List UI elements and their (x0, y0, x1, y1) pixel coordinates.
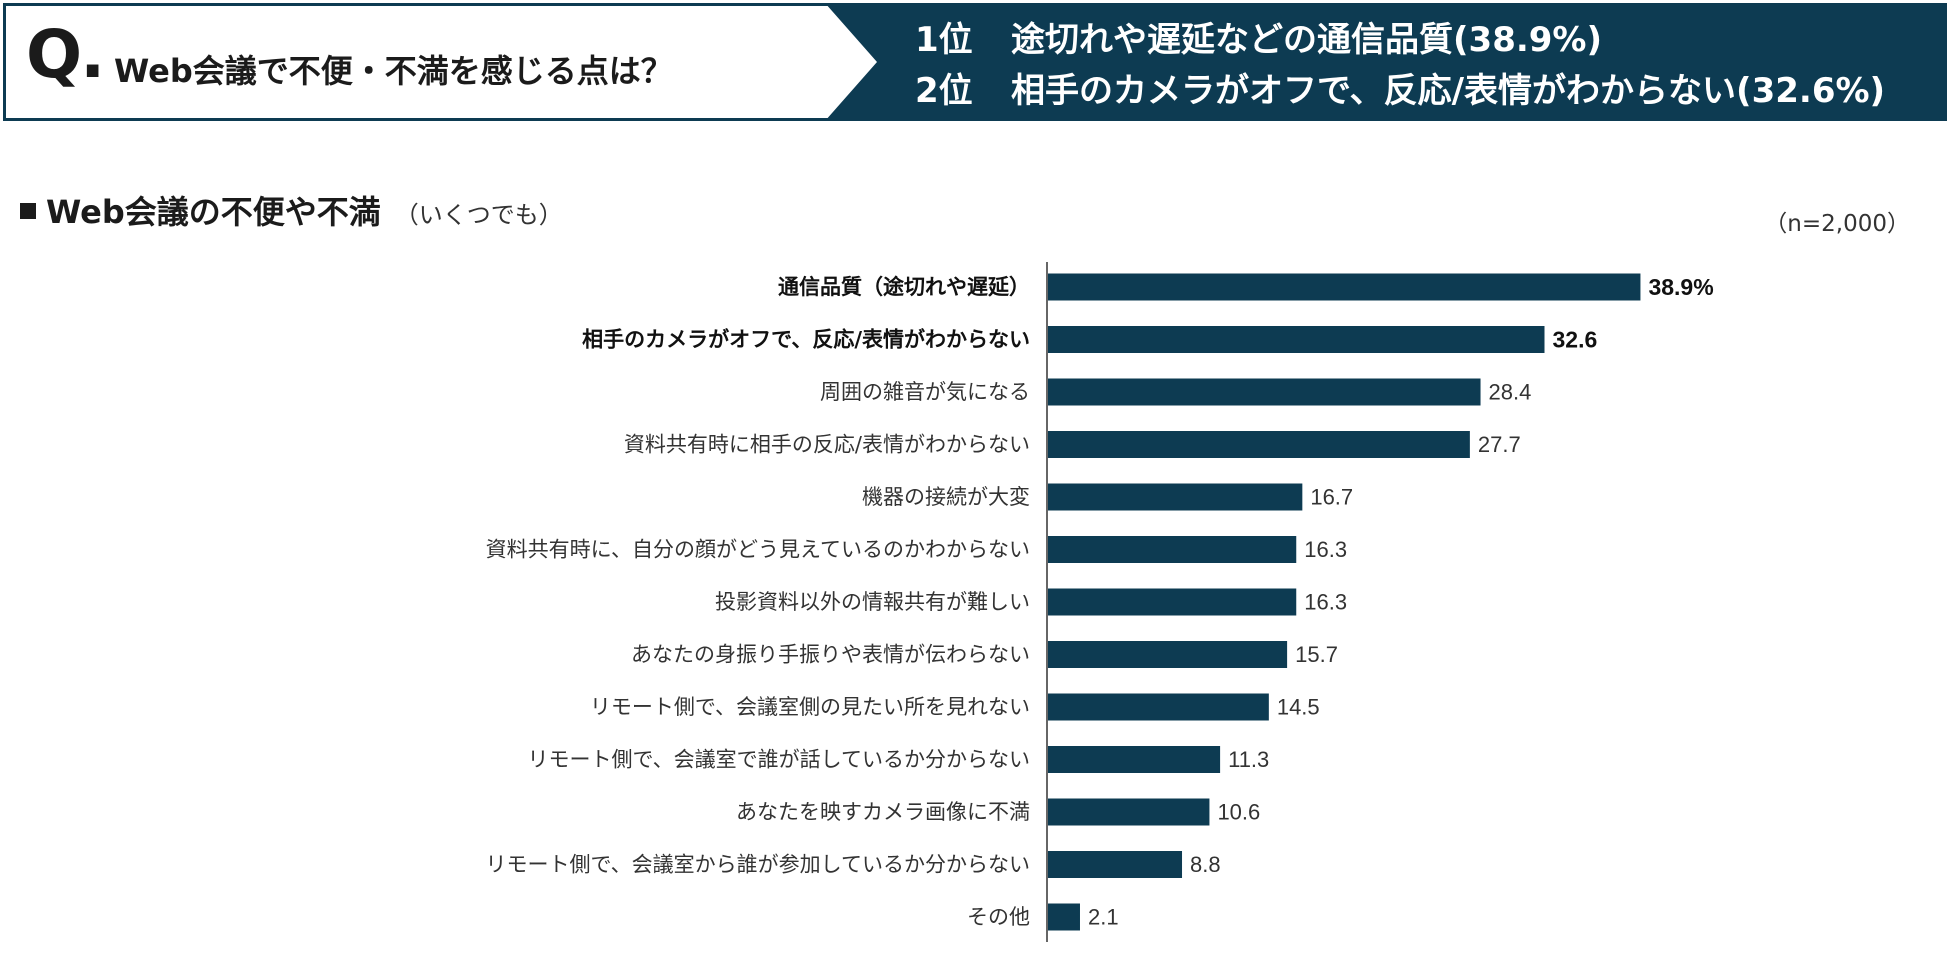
category-label: 機器の接続が大変 (862, 485, 1030, 509)
bar (1048, 378, 1481, 406)
category-label: 資料共有時に相手の反応/表情がわからない (624, 433, 1030, 457)
ranking-box: 1位 途切れや遅延などの通信品質(38.9%) 2位 相手のカメラがオフで、反応/表… (825, 3, 1947, 121)
category-label: 相手のカメラがオフで、反応/表情がわからない (582, 328, 1030, 352)
square-bullet-icon (20, 203, 36, 219)
ranking-1: 1位 途切れや遅延などの通信品質(38.9%) (915, 23, 1602, 57)
ranking-1-rank: 1位 (915, 20, 973, 60)
category-label: 投影資料以外の情報共有が難しい (715, 590, 1030, 614)
value-label: 14.5 (1277, 695, 1320, 720)
question-text: Web会議で不便・不満を感じる点は？ (114, 52, 673, 90)
sample-size: （n=2,000） (1764, 211, 1910, 237)
value-label: 28.4 (1489, 380, 1532, 405)
category-label: リモート側で、会議室から誰が参加しているか分からない (485, 853, 1030, 877)
bar (1048, 273, 1641, 301)
bar (1048, 693, 1269, 721)
category-label: あなたを映すカメラ画像に不満 (736, 800, 1030, 824)
bar (1048, 641, 1288, 668)
bar (1048, 798, 1210, 826)
category-label: 通信品質（途切れや遅延） (778, 275, 1030, 299)
ranking-2-rank: 2位 (915, 71, 973, 111)
category-label: 周囲の雑音が気になる (820, 380, 1030, 404)
value-label: 16.7 (1310, 485, 1353, 510)
value-label: 27.7 (1478, 432, 1521, 457)
category-label: その他 (967, 905, 1030, 929)
category-label: リモート側で、会議室側の見たい所を見れない (590, 695, 1030, 719)
value-label: 16.3 (1304, 537, 1347, 562)
bar (1048, 903, 1080, 931)
bar (1048, 483, 1303, 511)
ranking-2: 2位 相手のカメラがオフで、反応/表情がわからない(32.6%) (915, 74, 1885, 108)
value-label: 2.1 (1088, 905, 1119, 930)
category-label: リモート側で、会議室で誰が話しているか分からない (527, 748, 1030, 772)
bar (1048, 326, 1545, 353)
question-box: Q. Web会議で不便・不満を感じる点は？ (3, 3, 878, 121)
value-label: 16.3 (1304, 590, 1347, 615)
chart-title-main: Web会議の不便や不満 (46, 193, 381, 231)
value-label: 11.3 (1228, 747, 1269, 772)
value-label: 32.6 (1552, 327, 1597, 353)
question-banner: Q. Web会議で不便・不満を感じる点は？ 1位 途切れや遅延などの通信品質(38… (3, 3, 1947, 121)
question-mark: Q. (26, 16, 105, 93)
bar (1048, 851, 1183, 878)
bar (1048, 746, 1221, 773)
ranking-2-text: 相手のカメラがオフで、反応/表情がわからない(32.6%) (1011, 71, 1886, 111)
chart-title: Web会議の不便や不満 （いくつでも） (20, 196, 563, 228)
value-label: 15.7 (1295, 642, 1338, 667)
value-label: 10.6 (1217, 800, 1260, 825)
value-label: 8.8 (1190, 852, 1221, 877)
bar (1048, 588, 1297, 616)
value-label: 38.9% (1648, 274, 1713, 300)
bar (1048, 536, 1297, 563)
category-label: 資料共有時に、自分の顔がどう見えているのかわからない (486, 538, 1030, 562)
bar (1048, 431, 1470, 458)
category-label: あなたの身振り手振りや表情が伝わらない (631, 643, 1030, 667)
chart-title-sub: （いくつでも） (394, 201, 563, 229)
ranking-1-text: 途切れや遅延などの通信品質(38.9%) (1011, 20, 1603, 60)
